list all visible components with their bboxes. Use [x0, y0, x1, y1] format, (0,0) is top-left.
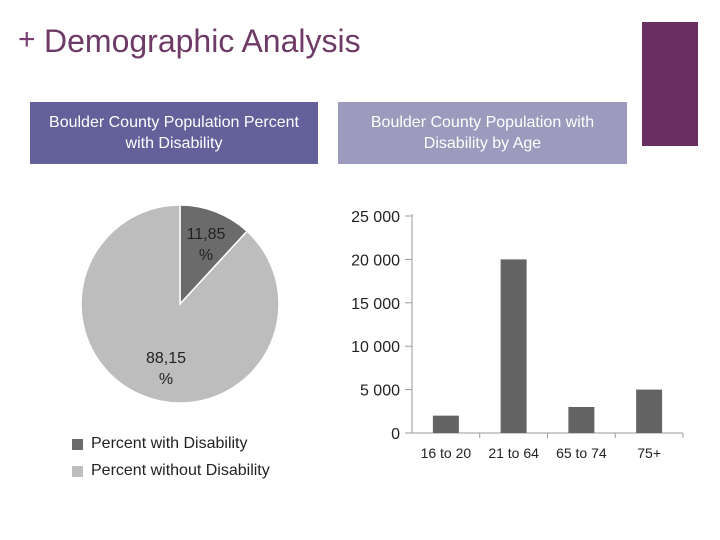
title-plus-icon: +	[18, 23, 36, 56]
bar-y-tick-label: 0	[391, 426, 400, 443]
legend-label-with-disability: Percent with Disability	[91, 435, 248, 452]
legend-label-without-disability: Percent without Disability	[91, 462, 270, 479]
bar-y-tick-label: 15 000	[351, 296, 400, 313]
accent-bar	[642, 22, 698, 146]
bar-y-tick-label: 10 000	[351, 339, 400, 356]
bar-75plus	[636, 389, 663, 433]
pie-chart-header: Boulder County Population Percent with D…	[30, 102, 318, 164]
page-title: Demographic Analysis	[44, 23, 361, 59]
legend-item-with-disability: Percent with Disability	[72, 435, 248, 453]
bar-65-to-74	[568, 406, 595, 433]
bar-x-tick-label: 21 to 64	[488, 445, 539, 461]
pie-slice-with-disability	[179, 204, 249, 306]
bar-21-to-64	[500, 259, 527, 433]
legend-item-without-disability: Percent without Disability	[72, 462, 270, 480]
bar-x-tick-label: 75+	[637, 445, 661, 461]
pie-slice-without-disability	[80, 204, 280, 404]
pie-label-with-disability: 11,85%	[187, 226, 226, 264]
bar-y-tick-label: 5 000	[360, 383, 400, 400]
legend-swatch-with-disability	[72, 438, 83, 450]
bar-chart-header: Boulder County Population with Disabilit…	[338, 102, 627, 164]
bar-x-tick-label: 65 to 74	[556, 445, 607, 461]
bar-y-tick-label: 25 000	[351, 209, 400, 226]
bar-y-tick-label: 20 000	[351, 252, 400, 269]
pie-label-without-disability: 88,15%	[146, 350, 186, 388]
legend-swatch-without-disability	[72, 465, 83, 477]
bar-16-to-20	[432, 415, 459, 433]
bar-x-tick-label: 16 to 20	[421, 445, 472, 461]
